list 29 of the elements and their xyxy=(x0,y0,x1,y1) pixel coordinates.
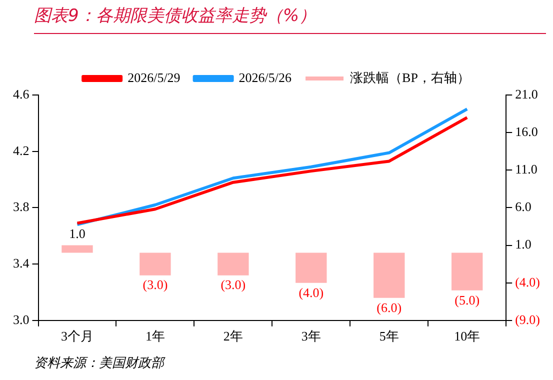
x-tick-label: 3年 xyxy=(301,328,321,344)
legend-label: 涨跌幅（BP，右轴） xyxy=(350,70,470,85)
text: 资料来源：美国财政部 xyxy=(34,355,164,372)
chart-title: 图表9：各期限美债收益率走势（%） xyxy=(34,4,546,34)
data-label: (5.0) xyxy=(454,292,480,308)
legend-label: 2026/5/26 xyxy=(238,70,292,85)
legend-label: 2026/5/29 xyxy=(128,70,180,85)
y-tick-label: 3.4 xyxy=(13,255,30,270)
x-tick-label: 5年 xyxy=(379,328,399,344)
data-label: (4.0) xyxy=(298,284,324,300)
y-tick-label: 4.6 xyxy=(13,86,30,102)
data-label: (3.0) xyxy=(220,277,246,292)
data-label: (3.0) xyxy=(142,277,168,292)
y-tick-label: 4.2 xyxy=(13,142,30,158)
data-label: 1.0 xyxy=(69,226,86,242)
y2-tick-label: (4.0) xyxy=(515,274,540,290)
y2-tick-label: 16.0 xyxy=(515,124,538,139)
y2-tick-label: 11.0 xyxy=(515,162,538,177)
data-label: (6.0) xyxy=(376,300,402,315)
y2-tick-label: 6.0 xyxy=(515,199,532,214)
x-tick-label: 2年 xyxy=(223,328,243,344)
y2-tick-label: (9.0) xyxy=(515,312,540,327)
y2-tick-label: 1.0 xyxy=(515,236,532,252)
x-tick-label: 1年 xyxy=(145,328,165,344)
x-tick-label: 10年 xyxy=(454,328,480,344)
y-tick-label: 3.0 xyxy=(13,312,30,327)
y-tick-label: 3.8 xyxy=(13,199,30,214)
x-tick-label: 3个月 xyxy=(60,328,94,344)
y2-tick-label: 21.0 xyxy=(515,86,538,102)
